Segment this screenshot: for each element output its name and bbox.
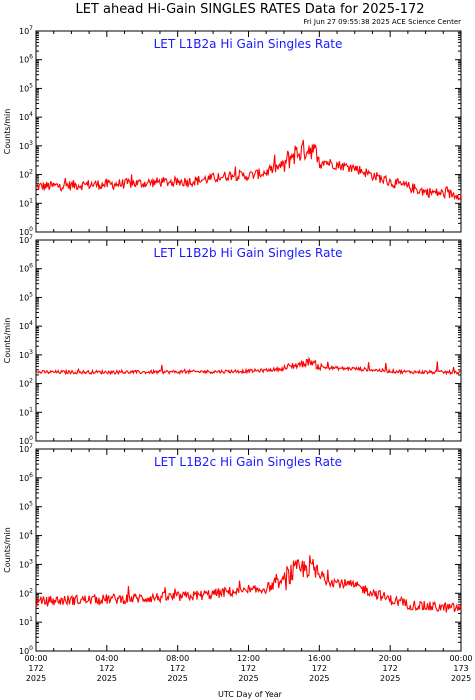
timestamp: Fri Jun 27 09:55:38 2025 ACE Science Cen…	[303, 18, 461, 26]
panels: 100 101 102 103 104 105 106 107 LET L1B2a Hi Gai…	[3, 25, 462, 656]
x-tick-time: 16:00	[308, 654, 331, 663]
x-tick-year: 2025	[26, 674, 46, 683]
y-tick-label: 100	[19, 226, 33, 237]
y-tick-label: 103	[19, 349, 33, 360]
y-axis-label: Counts/min	[3, 527, 12, 573]
x-tick-doy: 172	[241, 664, 256, 673]
y-tick-label: 102	[19, 169, 33, 180]
x-tick-time: 00:00	[449, 654, 472, 663]
y-tick-label: 106	[19, 263, 33, 274]
y-tick-label: 105	[19, 82, 33, 93]
y-tick-label: 101	[19, 406, 33, 417]
y-tick-label: 105	[19, 501, 33, 512]
panel-title: LET L1B2b Hi Gain Singles Rate	[153, 246, 342, 260]
y-tick-label: 104	[19, 530, 33, 541]
plot-frame	[35, 239, 462, 442]
x-tick-time: 20:00	[379, 654, 402, 663]
panel-title: LET L1B2c Hi Gain Singles Rate	[154, 455, 342, 469]
x-tick-year: 2025	[97, 674, 117, 683]
x-tick-doy: 172	[383, 664, 398, 673]
series-line	[35, 356, 461, 376]
x-tick-doy: 173	[453, 664, 468, 673]
x-axis: 00:00172202504:00172202508:00172202512:0…	[24, 654, 472, 683]
y-tick-label: 101	[19, 616, 33, 627]
x-tick-time: 08:00	[166, 654, 189, 663]
panel-2: 100 101 102 103 104 105 106 107 LET L1B2b Hi Gai…	[3, 234, 462, 446]
y-tick-label: 107	[19, 25, 33, 36]
x-tick-year: 2025	[380, 674, 400, 683]
panel-title: LET L1B2a Hi Gain Singles Rate	[154, 37, 343, 51]
x-tick-year: 2025	[309, 674, 329, 683]
y-tick-label: 100	[19, 435, 33, 446]
y-tick-label: 105	[19, 291, 33, 302]
x-tick-doy: 172	[28, 664, 43, 673]
x-tick-year: 2025	[167, 674, 187, 683]
y-tick-label: 107	[19, 443, 33, 454]
y-axis-label: Counts/min	[3, 109, 12, 155]
x-tick-time: 12:00	[237, 654, 260, 663]
series-line	[35, 555, 462, 613]
y-tick-label: 104	[19, 320, 33, 331]
x-tick-year: 2025	[238, 674, 258, 683]
y-tick-label: 100	[19, 645, 33, 656]
x-tick-doy: 172	[170, 664, 185, 673]
x-tick-doy: 172	[312, 664, 327, 673]
x-tick-doy: 172	[99, 664, 114, 673]
panel-3: 100 101 102 103 104 105 106 107 LET L1B2c Hi Gai…	[3, 443, 462, 656]
x-tick-year: 2025	[451, 674, 471, 683]
y-tick-label: 104	[19, 111, 33, 122]
y-tick-label: 106	[19, 472, 33, 483]
y-tick-label: 107	[19, 234, 33, 245]
x-tick-time: 00:00	[24, 654, 47, 663]
y-axis-label: Counts/min	[3, 318, 12, 364]
x-axis-label: UTC Day of Year	[218, 690, 283, 699]
x-tick-time: 04:00	[95, 654, 118, 663]
plot-frame	[35, 30, 462, 233]
panel-1: 100 101 102 103 104 105 106 107 LET L1B2a Hi Gai…	[3, 25, 462, 237]
y-tick-label: 103	[19, 558, 33, 569]
y-tick-label: 106	[19, 54, 33, 65]
y-tick-label: 101	[19, 197, 33, 208]
figure-title: LET ahead Hi-Gain SINGLES RATES Data for…	[75, 2, 424, 17]
y-tick-label: 103	[19, 140, 33, 151]
y-tick-label: 102	[19, 378, 33, 389]
y-tick-label: 102	[19, 587, 33, 598]
plot-frame	[35, 448, 462, 652]
series-line	[35, 139, 462, 201]
